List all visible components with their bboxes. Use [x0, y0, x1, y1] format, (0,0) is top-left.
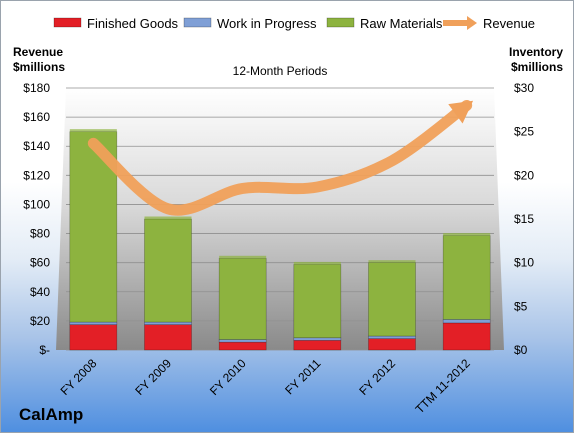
left-tick-label: $-: [39, 343, 50, 357]
left-tick-label: $180: [23, 81, 50, 95]
legend-swatch: [326, 17, 355, 28]
bar-work-in-progress: [293, 337, 342, 341]
bar-finished-goods: [69, 324, 118, 351]
right-tick-label: $10: [514, 256, 534, 270]
bar-finished-goods: [218, 341, 267, 351]
legend-swatch-arrow: [467, 16, 477, 30]
left-tick-label: $60: [30, 256, 50, 270]
bar-top-raw-materials: [368, 260, 416, 263]
x-tick-label: FY 2011: [282, 356, 323, 397]
revenue-line: [87, 99, 473, 216]
company-name: CalAmp: [19, 405, 84, 424]
bar-top-raw-materials: [69, 129, 117, 132]
bar-raw-materials: [368, 262, 416, 337]
bar-work-in-progress: [144, 321, 192, 325]
legend-label: Raw Materials: [360, 16, 443, 31]
x-tick-label: FY 2009: [132, 356, 174, 398]
left-tick-label: $160: [23, 110, 50, 124]
revenue-arrowhead: [448, 100, 474, 124]
legend-label: Revenue: [483, 16, 535, 31]
bar-finished-goods: [368, 338, 416, 351]
left-tick-label: $40: [30, 285, 50, 299]
left-tick-label: $80: [30, 227, 50, 241]
right-tick-label: $25: [514, 125, 534, 139]
legend-label: Finished Goods: [87, 16, 179, 31]
bar-top-raw-materials: [293, 261, 341, 265]
left-tick-label: $100: [23, 197, 50, 211]
bar-raw-materials: [144, 218, 192, 323]
bar-raw-materials: [293, 264, 342, 339]
bar-work-in-progress: [69, 321, 118, 325]
right-axis-title: Inventory: [509, 45, 563, 59]
bar-finished-goods: [442, 322, 491, 351]
bar-raw-materials: [218, 257, 267, 340]
bar-raw-materials: [442, 235, 491, 320]
bar-top-raw-materials: [144, 216, 192, 219]
bar-finished-goods: [144, 324, 192, 351]
left-tick-label: $140: [23, 139, 50, 153]
bar-work-in-progress: [368, 335, 416, 339]
right-axis-title-unit: $millions: [511, 60, 563, 74]
plot-wall: [66, 88, 494, 350]
bar-top-raw-materials: [219, 255, 267, 259]
x-tick-label: FY 2010: [207, 356, 249, 398]
x-tick-label: FY 2012: [356, 356, 398, 398]
right-tick-label: $30: [514, 81, 534, 95]
chart-title: 12-Month Periods: [233, 64, 328, 78]
bar-finished-goods: [293, 340, 342, 351]
legend-swatch: [183, 17, 212, 28]
bar-work-in-progress: [218, 339, 267, 343]
left-axis-title: Revenue: [13, 45, 63, 59]
bar-work-in-progress: [442, 319, 491, 324]
right-tick-label: $20: [514, 168, 534, 182]
right-tick-label: $15: [514, 212, 534, 226]
left-tick-label: $120: [23, 168, 50, 182]
right-tick-label: $0: [514, 343, 528, 357]
legend-swatch: [53, 17, 82, 28]
left-tick-label: $20: [30, 314, 50, 328]
right-tick-label: $5: [514, 299, 528, 313]
left-axis-title-unit: $millions: [13, 60, 65, 74]
bar-top-raw-materials: [443, 233, 491, 236]
x-tick-label: FY 2008: [58, 356, 100, 398]
legend-label: Work in Progress: [217, 16, 317, 31]
x-tick-label: TTM 11-2012: [413, 356, 473, 416]
